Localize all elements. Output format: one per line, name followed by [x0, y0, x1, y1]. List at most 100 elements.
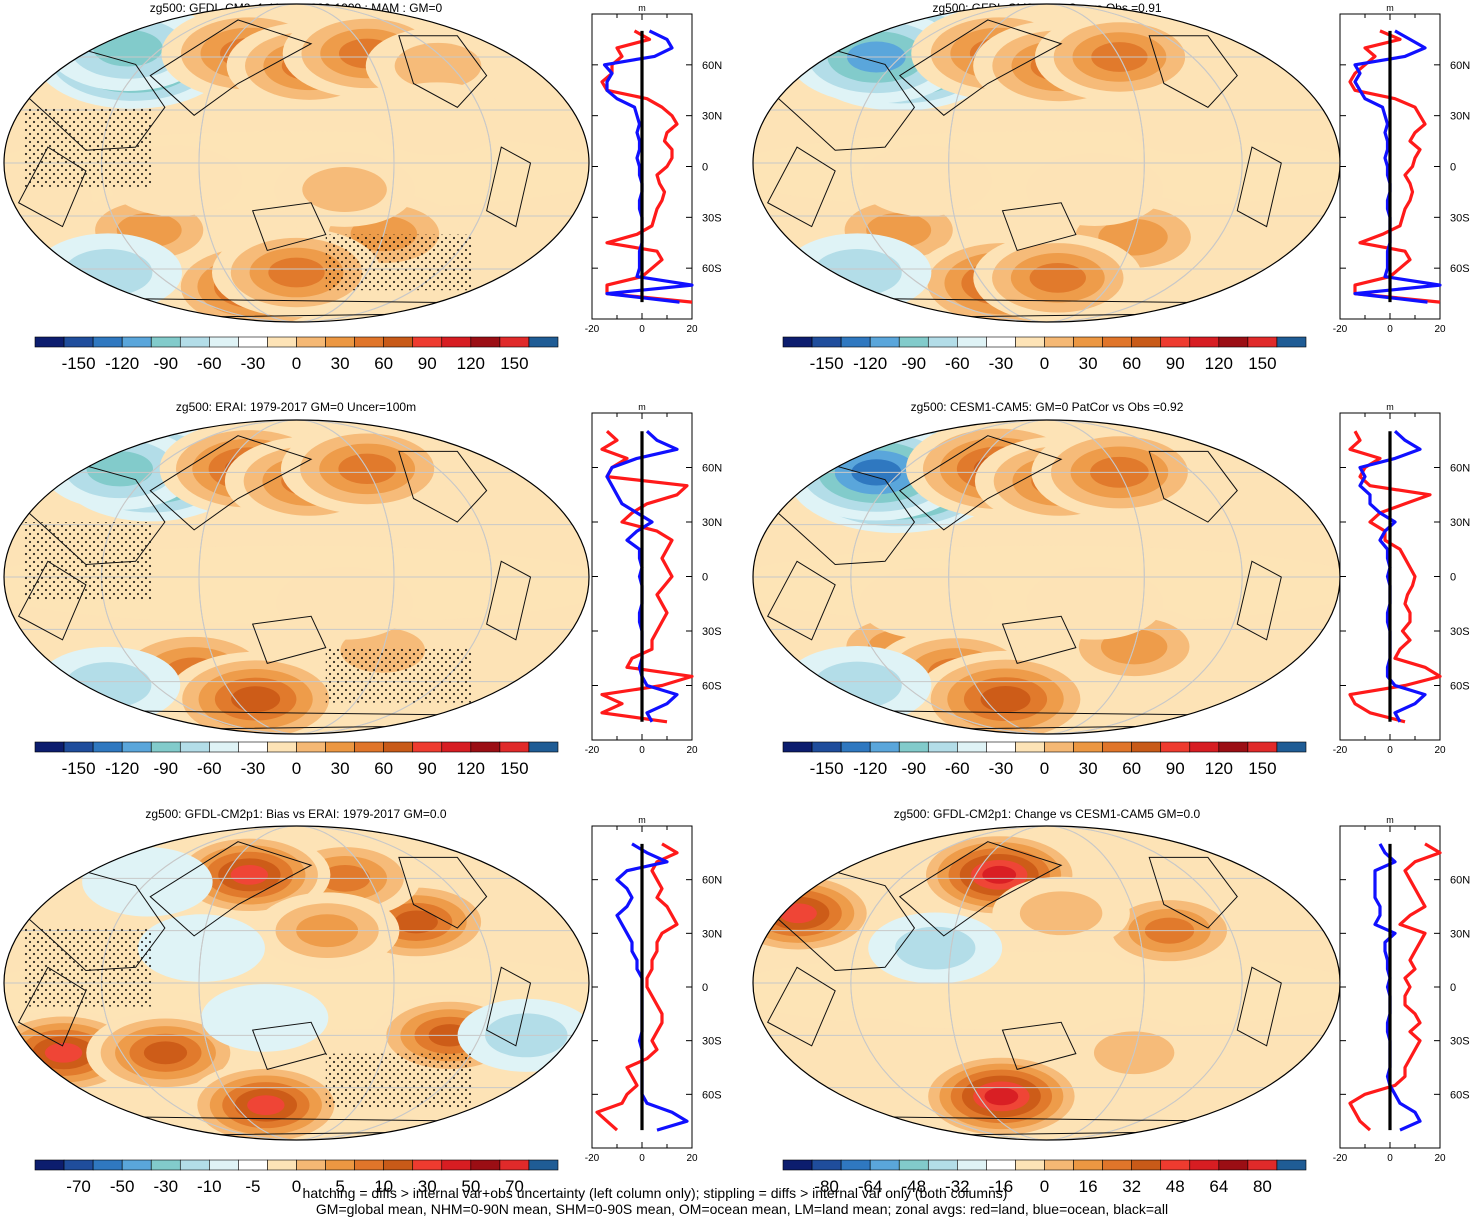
colorbar-swatch [499, 741, 530, 753]
panel-6: zg500: GFDL-CM2p1: Change vs CESM1-CAM5 … [752, 807, 1470, 1196]
colorbar-swatch [869, 741, 900, 753]
colorbar-swatch [840, 336, 871, 348]
colorbar-swatch [121, 741, 152, 753]
anomaly-center [165, 651, 346, 734]
colorbar-label: 30 [331, 354, 350, 373]
anomaly-center [86, 1010, 245, 1095]
zonal-xtick-label: -20 [585, 1153, 600, 1164]
colorbar-swatch [412, 741, 443, 753]
zonal-mean-plot: m -20 0 20 60N 30N 0 30S 60S [1333, 815, 1470, 1164]
graticule [753, 826, 1340, 1140]
zonal-lat-label: 30S [1450, 626, 1470, 638]
zonal-unit: m [1386, 3, 1394, 13]
zonal-mean-plot: m -20 0 20 60N 30N 0 30S 60S [1333, 3, 1470, 335]
continent-outline [486, 966, 532, 1047]
colorbar-swatch [1015, 1159, 1045, 1171]
colorbar-label: -16 [989, 1177, 1014, 1196]
continent-outline [766, 560, 836, 641]
colorbar-swatch [1044, 741, 1074, 753]
zonal-lat-label: 60S [1450, 681, 1470, 693]
colorbar-swatch [1015, 741, 1045, 753]
colorbar-swatch [1131, 741, 1162, 753]
colorbar-swatch [1189, 741, 1220, 753]
colorbar-swatch [782, 741, 813, 753]
continent-outline [1148, 450, 1238, 523]
colorbar-label: -60 [197, 759, 222, 778]
colorbar-swatch [782, 336, 813, 348]
contour-level [984, 1087, 1019, 1106]
map-field [753, 420, 1340, 734]
colorbar-swatch [811, 336, 842, 348]
colorbar-label: 16 [1079, 1177, 1098, 1196]
colorbar-swatch [898, 336, 929, 348]
colorbar-label: 90 [418, 354, 437, 373]
colorbar-label: -30 [241, 759, 266, 778]
contour-level [63, 249, 153, 297]
zonal-lat-label: 30N [1450, 111, 1470, 123]
colorbar-swatch [1218, 1159, 1249, 1171]
zonal-lat-label: 60S [1450, 1089, 1470, 1101]
colorbar-label: 48 [1166, 1177, 1185, 1196]
colorbar-label: -120 [853, 354, 887, 373]
panel-title: zg500: CESM1-CAM5: GM=0 PatCor vs Obs =0… [911, 400, 1184, 414]
colorbar-label: 150 [500, 759, 528, 778]
colorbar-swatch [63, 741, 94, 753]
anomaly-center [914, 650, 1098, 734]
zonal-unit: m [638, 815, 646, 825]
map-field [4, 826, 589, 1140]
zonal-xtick-label: -20 [585, 745, 600, 756]
colorbar-swatch [927, 336, 958, 348]
colorbar-swatch [1189, 1159, 1220, 1171]
anomaly-center [168, 832, 331, 918]
colorbar-swatch [986, 336, 1016, 348]
zonal-xtick-label: 20 [1434, 1153, 1446, 1164]
colorbar-swatch [267, 336, 297, 348]
colorbar-swatch [1102, 1159, 1132, 1171]
colorbar-label: -10 [197, 1177, 222, 1196]
continent-outline [1001, 202, 1077, 252]
colorbar-label: -50 [110, 1177, 135, 1196]
colorbar: -150 -120 -90 -60 -30 0 30 60 90 120 150 [782, 741, 1307, 778]
colorbar-label: 90 [1166, 759, 1185, 778]
footer-line-2: GM=global mean, NHM=0-90N mean, SHM=0-90… [316, 1201, 1168, 1217]
zonal-unit: m [1386, 402, 1394, 412]
contour-level [86, 451, 154, 487]
map-field [753, 826, 1340, 1140]
colorbar-swatch [92, 1159, 123, 1171]
continent-outline [398, 35, 488, 108]
colorbar-swatch [1015, 336, 1045, 348]
colorbar-swatch [179, 1159, 210, 1171]
colorbar-swatch [238, 1159, 268, 1171]
colorbar-swatch [1247, 336, 1278, 348]
colorbar-label: 0 [292, 759, 301, 778]
meridian-line [850, 420, 1243, 734]
map-border [3, 3, 590, 323]
map-border [3, 825, 590, 1141]
contour-level [93, 29, 163, 67]
colorbar: -150 -120 -90 -60 -30 0 30 60 90 120 150 [782, 336, 1307, 373]
zonal-unit: m [638, 402, 646, 412]
zonal-unit: m [638, 3, 646, 13]
colorbar-label: -32 [945, 1177, 970, 1196]
colorbar-swatch [470, 336, 501, 348]
colorbar-swatch [927, 1159, 958, 1171]
colorbar-swatch [63, 336, 94, 348]
zonal-xtick-label: -20 [1333, 1153, 1348, 1164]
zonal-ocean-series [615, 842, 689, 1132]
zonal-xtick-label: -20 [1333, 324, 1348, 335]
zonal-lat-label: 60N [1450, 875, 1470, 887]
zonal-xtick-label: 0 [1387, 324, 1393, 335]
continent-outline [1148, 35, 1238, 108]
colorbar-label: -120 [105, 354, 139, 373]
continent-outline [251, 202, 327, 252]
zonal-mean-plot: m -20 0 20 60N 30N 0 30S 60S [585, 815, 722, 1164]
colorbar-swatch [34, 1159, 65, 1171]
zonal-mean-plot: m -20 0 20 60N 30N 0 30S 60S [585, 402, 722, 756]
stipple-region [325, 234, 472, 291]
anomaly-center [916, 1051, 1086, 1140]
colorbar-swatch [383, 1159, 414, 1171]
zonal-land-series [600, 29, 693, 304]
colorbar-swatch [238, 336, 268, 348]
colorbar-swatch [383, 336, 414, 348]
